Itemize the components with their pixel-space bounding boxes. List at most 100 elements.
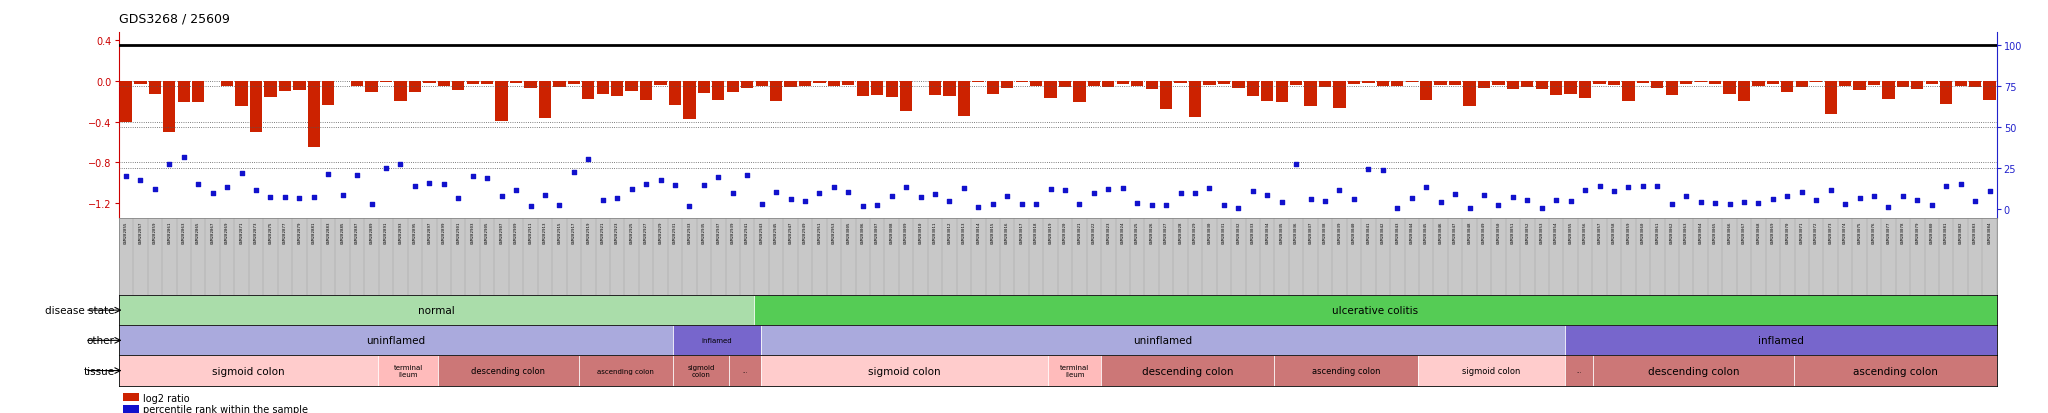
Bar	[762, 325, 1565, 356]
Bar	[842, 82, 854, 85]
Point	[600, 195, 633, 202]
Text: GSM283047: GSM283047	[1454, 221, 1456, 244]
Point	[1483, 202, 1516, 209]
Point	[1423, 199, 1456, 206]
Bar	[1130, 82, 1143, 86]
Point	[326, 192, 358, 199]
Text: GSM282855: GSM282855	[125, 221, 129, 244]
Text: GSM283071: GSM283071	[1800, 221, 1804, 244]
Text: descending colon: descending colon	[1649, 366, 1739, 376]
Bar	[1579, 82, 1591, 99]
Text: GSM283051: GSM283051	[1511, 221, 1516, 244]
Text: GSM283035: GSM283035	[1280, 221, 1284, 244]
Point	[1540, 197, 1573, 204]
Bar	[264, 82, 276, 97]
Point	[1337, 196, 1370, 203]
Text: GSM282873: GSM282873	[254, 221, 258, 244]
Point	[1786, 189, 1819, 196]
Text: sigmoid colon: sigmoid colon	[1462, 366, 1522, 375]
Point	[1120, 201, 1153, 207]
Point	[920, 191, 952, 198]
Text: GSM282905: GSM282905	[485, 221, 489, 244]
Bar	[1507, 82, 1520, 90]
Bar	[1825, 82, 1837, 115]
Text: GSM282915: GSM282915	[557, 221, 561, 244]
Bar	[930, 82, 942, 96]
Text: GSM282945: GSM282945	[774, 221, 778, 244]
Point	[1757, 196, 1790, 202]
Text: GSM282883: GSM282883	[326, 221, 330, 244]
Text: GSM282951: GSM282951	[817, 221, 821, 244]
Bar	[553, 82, 565, 88]
Text: GSM283057: GSM283057	[1597, 221, 1602, 244]
Text: sigmoid colon: sigmoid colon	[213, 366, 285, 376]
Text: GSM283019: GSM283019	[1049, 221, 1053, 244]
Bar	[1593, 356, 1794, 386]
Bar	[1049, 356, 1102, 386]
Text: GSM283059: GSM283059	[1626, 221, 1630, 244]
Point	[500, 187, 532, 193]
Text: GSM282875: GSM282875	[268, 221, 272, 244]
Point	[385, 161, 418, 168]
Text: ...: ...	[1577, 368, 1581, 373]
Text: GSM283053: GSM283053	[1540, 221, 1544, 244]
Bar	[1247, 82, 1260, 97]
Point	[414, 180, 446, 187]
Point	[1194, 185, 1227, 192]
Point	[1901, 197, 1933, 204]
Text: GSM283011: GSM283011	[934, 221, 938, 244]
Point	[1772, 193, 1804, 199]
Bar	[1190, 82, 1202, 117]
Point	[154, 161, 186, 168]
Bar	[756, 82, 768, 87]
Point	[1006, 201, 1038, 207]
Bar	[813, 82, 825, 84]
Text: GSM282899: GSM282899	[442, 221, 446, 244]
Text: terminal
ileum: terminal ileum	[393, 364, 422, 377]
Point	[340, 173, 373, 179]
Point	[211, 184, 244, 191]
Text: GSM283036: GSM283036	[1294, 221, 1298, 244]
Text: GSM283049: GSM283049	[1483, 221, 1487, 244]
Bar	[1911, 82, 1923, 90]
Text: GSM283070: GSM283070	[1786, 221, 1790, 244]
Text: inflamed: inflamed	[702, 337, 733, 344]
Point	[1714, 201, 1747, 207]
Point	[485, 193, 518, 199]
Bar	[1679, 82, 1692, 85]
Text: GSM283075: GSM283075	[1858, 221, 1862, 244]
Point	[1497, 195, 1530, 201]
Bar	[279, 82, 291, 91]
Point	[1149, 202, 1182, 209]
Text: GSM282859: GSM282859	[154, 221, 158, 244]
Point	[874, 193, 907, 200]
Point	[629, 182, 662, 188]
Bar	[164, 82, 176, 133]
Point	[1063, 201, 1096, 208]
Text: GSM282949: GSM282949	[803, 221, 807, 244]
Bar	[1204, 82, 1217, 86]
Text: uninflamed: uninflamed	[1133, 335, 1192, 346]
Bar	[1348, 82, 1360, 84]
Point	[889, 185, 922, 191]
Point	[903, 195, 936, 201]
Bar	[1565, 325, 1997, 356]
Text: other: other	[86, 335, 115, 346]
Bar	[236, 82, 248, 107]
Bar	[1939, 82, 1952, 104]
Bar	[221, 82, 233, 87]
Text: GSM283083: GSM283083	[1972, 221, 1976, 244]
Bar	[1073, 82, 1085, 102]
Point	[774, 196, 807, 203]
Text: percentile rank within the sample: percentile rank within the sample	[143, 404, 309, 413]
Bar	[293, 82, 305, 90]
Point	[1526, 205, 1559, 211]
Bar	[322, 82, 334, 106]
Text: GSM283009: GSM283009	[903, 221, 907, 244]
Text: GSM283055: GSM283055	[1569, 221, 1573, 244]
Text: GSM283043: GSM283043	[1395, 221, 1399, 244]
Point	[1886, 193, 1919, 200]
Text: GSM283025: GSM283025	[1135, 221, 1139, 244]
Point	[543, 202, 575, 209]
Bar	[684, 82, 696, 119]
